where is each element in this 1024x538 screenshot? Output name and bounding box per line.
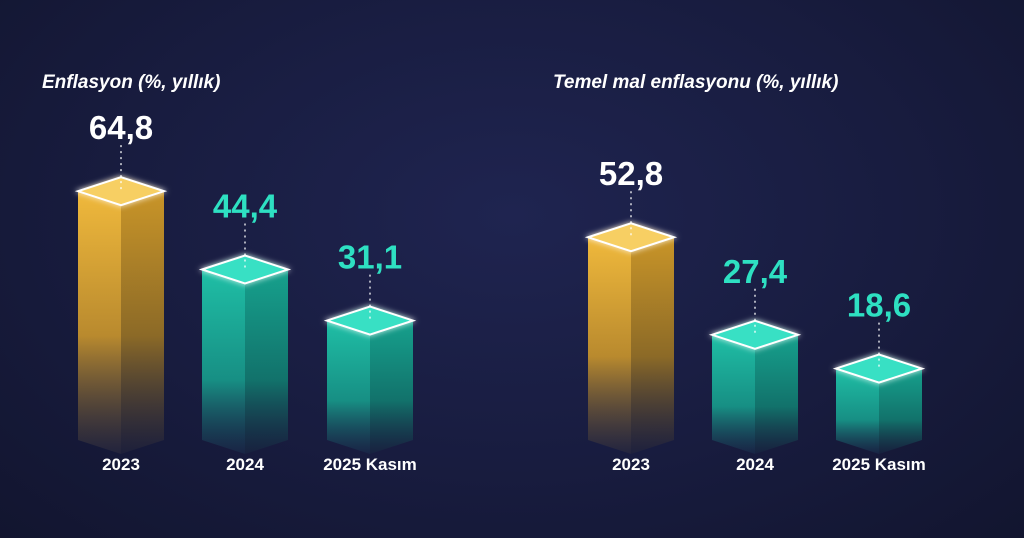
bar-2023: 52,8 — [584, 155, 678, 454]
value-label: 44,4 — [213, 188, 278, 225]
bar-left-face — [202, 269, 245, 454]
value-label: 64,8 — [89, 109, 153, 146]
bar-left-face — [78, 191, 121, 454]
bar-right-face — [121, 191, 164, 454]
value-label: 18,6 — [847, 287, 911, 324]
bar-2024: 27,4 — [708, 253, 802, 454]
category-label: 2024 — [736, 455, 774, 474]
bar-2025-kasım: 18,6 — [832, 287, 926, 454]
bar-top-face — [832, 353, 926, 384]
category-label: 2025 Kasım — [832, 455, 926, 474]
chart-inflation: 64,8 2023 44,4 2024 31,1 2025 Kasım — [74, 109, 417, 474]
category-label: 2023 — [612, 455, 650, 474]
category-label: 2023 — [102, 455, 140, 474]
bar-left-face — [836, 368, 879, 454]
bar-right-face — [879, 368, 922, 454]
bar-right-face — [631, 237, 674, 454]
bar-right-face — [370, 320, 413, 454]
bar-top-face — [708, 319, 802, 350]
bar-left-face — [588, 237, 631, 454]
bar-right-face — [245, 269, 288, 454]
bar-top-face — [198, 254, 292, 285]
chart-core-goods-inflation: 52,8 2023 27,4 2024 18,6 2025 Kasım — [584, 155, 926, 474]
bar-2024: 44,4 — [198, 188, 292, 454]
bar-left-face — [712, 334, 755, 454]
value-label: 31,1 — [338, 239, 402, 276]
bar-2023: 64,8 — [74, 109, 168, 454]
category-label: 2025 Kasım — [323, 455, 417, 474]
chart-title-core-goods-inflation: Temel mal enflasyonu (%, yıllık) — [553, 72, 838, 93]
bar-top-face — [323, 305, 417, 336]
category-label: 2024 — [226, 455, 264, 474]
bar-top-face — [74, 176, 168, 207]
bar-2025-kasım: 31,1 — [323, 239, 417, 454]
bar-right-face — [755, 334, 798, 454]
value-label: 52,8 — [599, 155, 663, 192]
value-label: 27,4 — [723, 253, 788, 290]
bar-left-face — [327, 320, 370, 454]
bar-top-face — [584, 222, 678, 253]
chart-title-inflation: Enflasyon (%, yıllık) — [42, 72, 220, 93]
